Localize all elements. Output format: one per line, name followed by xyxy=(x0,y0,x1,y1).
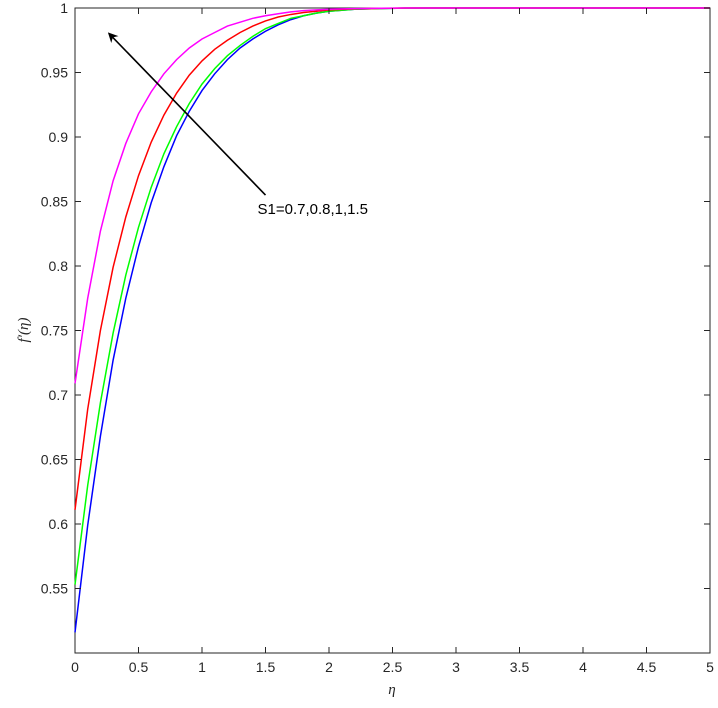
x-tick-label: 2.5 xyxy=(383,659,403,675)
x-tick-label: 1.5 xyxy=(256,659,276,675)
y-tick-label: 0.9 xyxy=(49,129,69,145)
y-tick-label: 0.6 xyxy=(49,516,69,532)
x-axis-label: η xyxy=(388,682,395,698)
y-tick-label: 0.55 xyxy=(41,581,68,597)
tick-layer: 0 0.5 1 1.5 2 2.5 3 3.5 4 4.5 5 0.55 0.6 0.65 0.7 0.75 0… xyxy=(41,0,714,675)
annotation-layer: S1=0.7,0.8,1,1.5 xyxy=(107,32,369,218)
y-tick-label: 0.7 xyxy=(49,387,69,403)
x-tick-label: 0 xyxy=(71,659,79,675)
annotation-arrow xyxy=(107,32,267,196)
x-tick-label: 0.5 xyxy=(129,659,149,675)
x-tick-label: 4 xyxy=(579,659,587,675)
y-tick-label: 0.8 xyxy=(49,258,69,274)
y-tick-label: 0.85 xyxy=(41,194,68,210)
y-tick-label: 1 xyxy=(60,0,68,16)
x-tick-label: 3.5 xyxy=(510,659,530,675)
x-tick-label: 1 xyxy=(198,659,206,675)
y-axis-label: f′(η) xyxy=(16,318,32,343)
series-layer xyxy=(74,7,710,633)
x-tick-label: 5 xyxy=(706,659,714,675)
x-tick-label: 4.5 xyxy=(637,659,657,675)
y-tick-label: 0.65 xyxy=(41,452,68,468)
y-tick-label: 0.95 xyxy=(41,65,68,81)
y-tick-label: 0.75 xyxy=(41,323,68,339)
x-tick-label: 2 xyxy=(325,659,333,675)
plot-area xyxy=(74,7,711,654)
annotation-label: S1=0.7,0.8,1,1.5 xyxy=(258,201,369,218)
x-tick-label: 3 xyxy=(452,659,460,675)
series-line-4 xyxy=(74,7,710,384)
